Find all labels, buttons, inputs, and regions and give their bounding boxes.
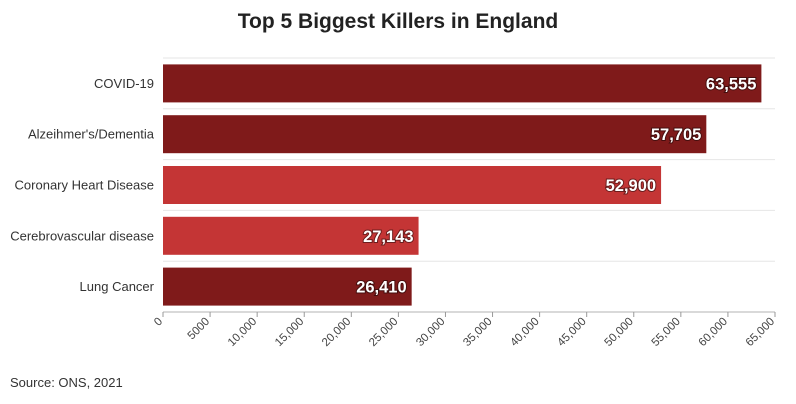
value-label: 57,705 <box>651 126 701 144</box>
x-tick-label: 10,000 <box>226 316 259 349</box>
x-tick-label: 20,000 <box>320 316 353 349</box>
source-note: Source: ONS, 2021 <box>10 375 123 390</box>
category-label: Alzeihmer's/Dementia <box>28 127 155 142</box>
bar <box>163 267 412 306</box>
bar <box>163 115 707 154</box>
x-tick-label: 0 <box>152 316 165 329</box>
category-label: Coronary Heart Disease <box>15 178 154 193</box>
x-tick-label: 50,000 <box>603 316 636 349</box>
x-tick-label: 55,000 <box>650 316 683 349</box>
x-tick-label: 65,000 <box>744 316 777 349</box>
category-label: Lung Cancer <box>80 279 155 294</box>
x-tick-label: 30,000 <box>414 316 447 349</box>
bar <box>163 64 762 103</box>
x-tick-label: 45,000 <box>555 316 588 349</box>
bar <box>163 216 419 255</box>
x-tick-label: 60,000 <box>697 316 730 349</box>
value-label: 26,410 <box>356 279 406 297</box>
bar <box>163 166 662 204</box>
x-tick-label: 5000 <box>186 316 213 343</box>
value-label: 63,555 <box>706 75 756 93</box>
x-tick-label: 40,000 <box>508 316 541 349</box>
chart-title: Top 5 Biggest Killers in England <box>237 10 559 33</box>
x-tick-label: 15,000 <box>273 316 306 349</box>
x-tick-label: 25,000 <box>367 316 400 349</box>
category-label: COVID-19 <box>94 76 154 91</box>
category-label: Cerebrovascular disease <box>10 228 154 243</box>
x-tick-label: 35,000 <box>461 316 494 349</box>
value-label: 52,900 <box>606 177 656 195</box>
value-label: 27,143 <box>363 228 413 246</box>
